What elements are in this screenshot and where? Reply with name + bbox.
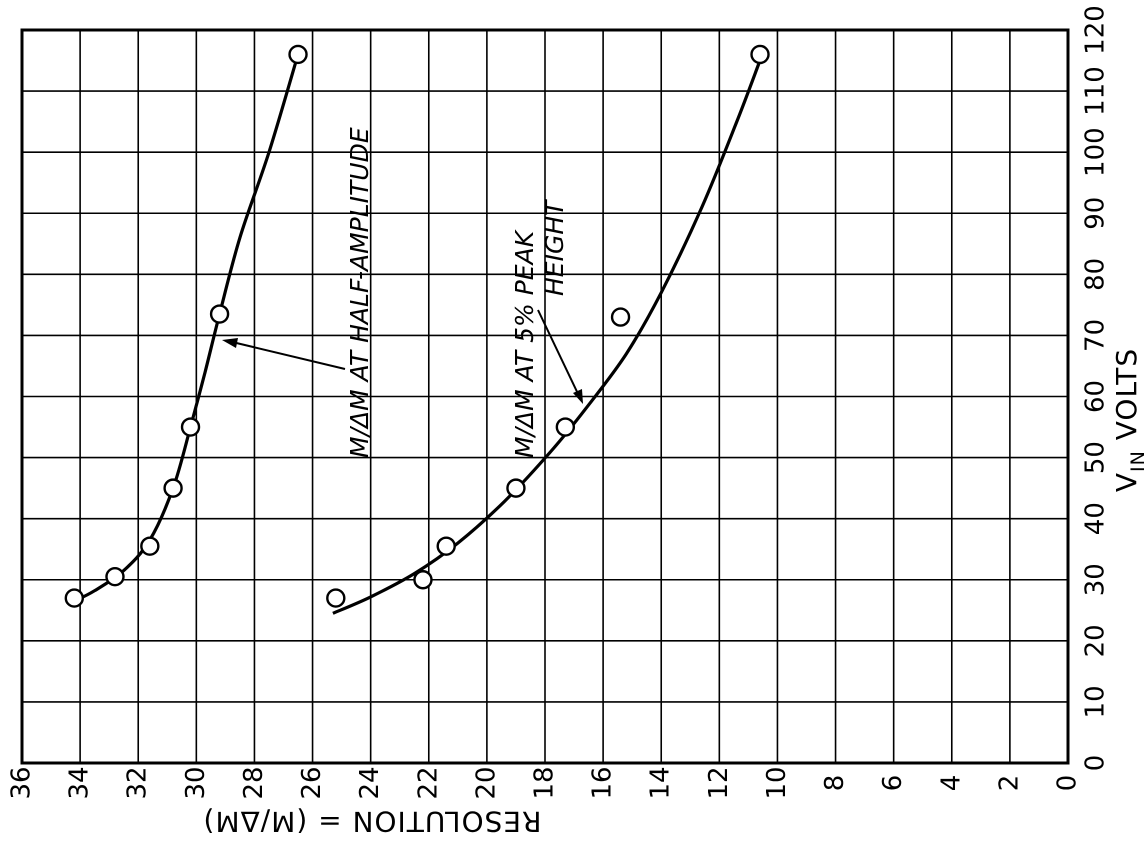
- tick-label-resolution-6: 6: [878, 775, 908, 792]
- tick-label-resolution-24: 24: [355, 766, 385, 799]
- data-point-1-1: [413, 570, 433, 590]
- y-axis-title-subscript: IN: [1127, 450, 1147, 472]
- data-point-1-5: [610, 307, 631, 327]
- y-axis-title-v: V: [1110, 472, 1143, 492]
- tick-label-resolution-20: 20: [471, 766, 501, 799]
- tick-label-resolution-14: 14: [646, 766, 676, 799]
- tick-label-resolution-32: 32: [123, 766, 153, 799]
- data-point-0-4: [180, 417, 201, 437]
- tick-label-volts-0: 0: [1081, 755, 1111, 772]
- tick-label-resolution-34: 34: [65, 766, 95, 799]
- tick-label-resolution-10: 10: [762, 766, 792, 799]
- tick-label-volts-110: 110: [1081, 66, 1111, 116]
- data-point-1-6: [750, 44, 770, 65]
- annotations: M/ΔM AT HALF-AMPLITUDE M/ΔM AT 5% PEAK H…: [222, 127, 583, 458]
- tick-label-volts-120: 120: [1081, 5, 1111, 55]
- leader-arrow-half-amplitude: [222, 338, 238, 348]
- data-point-1-2: [436, 536, 456, 556]
- y-axis-title: VIN VOLTS: [1110, 348, 1147, 492]
- leader-line-5pct: [537, 309, 581, 399]
- plot-frame: [20, 28, 1070, 765]
- data-point-1-3: [506, 478, 526, 498]
- tick-label-resolution-16: 16: [588, 766, 618, 799]
- leader-arrow-5pct: [573, 389, 583, 404]
- tick-label-volts-30: 30: [1081, 563, 1111, 596]
- tick-label-resolution-8: 8: [820, 775, 850, 792]
- annotation-height: HEIGHT: [540, 199, 569, 296]
- data-point-0-0: [64, 588, 85, 608]
- tick-label-resolution-0: 0: [1053, 775, 1083, 792]
- tick-label-resolution-28: 28: [239, 766, 269, 799]
- data-point-0-6: [288, 44, 308, 65]
- tick-label-resolution-4: 4: [936, 775, 966, 792]
- data-point-1-0: [326, 588, 346, 608]
- data-point-1-4: [555, 417, 576, 437]
- y-axis-title-volts: VOLTS: [1110, 348, 1143, 450]
- data-point-0-5: [209, 304, 230, 324]
- annotation-half-amplitude: M/ΔM AT HALF-AMPLITUDE: [345, 127, 374, 458]
- tick-label-resolution-2: 2: [994, 775, 1024, 792]
- tick-label-volts-10: 10: [1081, 685, 1111, 718]
- data-point-0-3: [163, 478, 183, 498]
- tick-label-volts-40: 40: [1081, 502, 1111, 535]
- tick-label-volts-70: 70: [1081, 319, 1111, 352]
- x-axis-title: RESOLUTION = (M/ΔM): [202, 805, 541, 838]
- svg-text:VIN VOLTS: VIN VOLTS: [1110, 348, 1147, 492]
- tick-label-volts-80: 80: [1081, 258, 1111, 291]
- tick-label-volts-50: 50: [1081, 441, 1111, 474]
- leader-line-half-amplitude: [227, 340, 346, 370]
- tick-label-resolution-12: 12: [704, 766, 734, 799]
- tick-label-volts-60: 60: [1081, 380, 1111, 413]
- data-point-0-1: [105, 566, 125, 587]
- tick-label-resolution-18: 18: [530, 766, 560, 799]
- tick-label-resolution-30: 30: [181, 766, 211, 799]
- tick-label-resolution-22: 22: [413, 766, 443, 799]
- data-points: [64, 44, 770, 608]
- series-curve-1: [332, 59, 762, 615]
- tick-label-resolution-36: 36: [7, 766, 37, 799]
- data-point-0-2: [140, 536, 160, 556]
- tick-label-resolution-26: 26: [297, 766, 327, 799]
- chart-axes: [20, 28, 1070, 765]
- annotation-5pct-peak: M/ΔM AT 5% PEAK: [510, 228, 539, 458]
- tick-label-volts-20: 20: [1081, 624, 1111, 657]
- tick-label-volts-90: 90: [1081, 197, 1111, 230]
- tick-label-volts-100: 100: [1081, 127, 1111, 177]
- tick-labels: 0246810121416182022242628303234360102030…: [7, 5, 1111, 799]
